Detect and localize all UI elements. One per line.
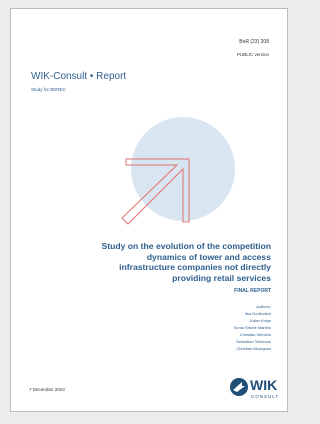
author-name: Christian Wernick bbox=[234, 331, 271, 338]
author-name: Ilsa Godlovitch bbox=[234, 310, 271, 317]
title-line: dynamics of tower and access bbox=[102, 252, 271, 263]
logo: WIK bbox=[250, 377, 277, 393]
logo-sub: CONSULT bbox=[251, 394, 279, 399]
report-title: Study on the evolution of the competitio… bbox=[102, 241, 271, 283]
author-name: Julian Knips bbox=[234, 317, 271, 324]
logo-mark bbox=[229, 377, 249, 397]
title-line: Study on the evolution of the competitio… bbox=[102, 241, 271, 252]
title-line: providing retail services bbox=[102, 273, 271, 284]
authors-label: Authors: bbox=[234, 303, 271, 310]
document-page: BoR (23) 208 PUBLIC version WIK-Consult … bbox=[10, 8, 288, 412]
author-name: Christian Mourgues bbox=[234, 345, 271, 352]
author-name: Sonia Strube Martins bbox=[234, 324, 271, 331]
screen: BoR (23) 208 PUBLIC version WIK-Consult … bbox=[0, 0, 297, 424]
report-kind: FINAL REPORT bbox=[234, 288, 271, 294]
date: 7 December 2023 bbox=[29, 387, 65, 392]
author-name: Sebastian Tenbrock bbox=[234, 338, 271, 345]
title-line: infrastructure companies not directly bbox=[102, 262, 271, 273]
